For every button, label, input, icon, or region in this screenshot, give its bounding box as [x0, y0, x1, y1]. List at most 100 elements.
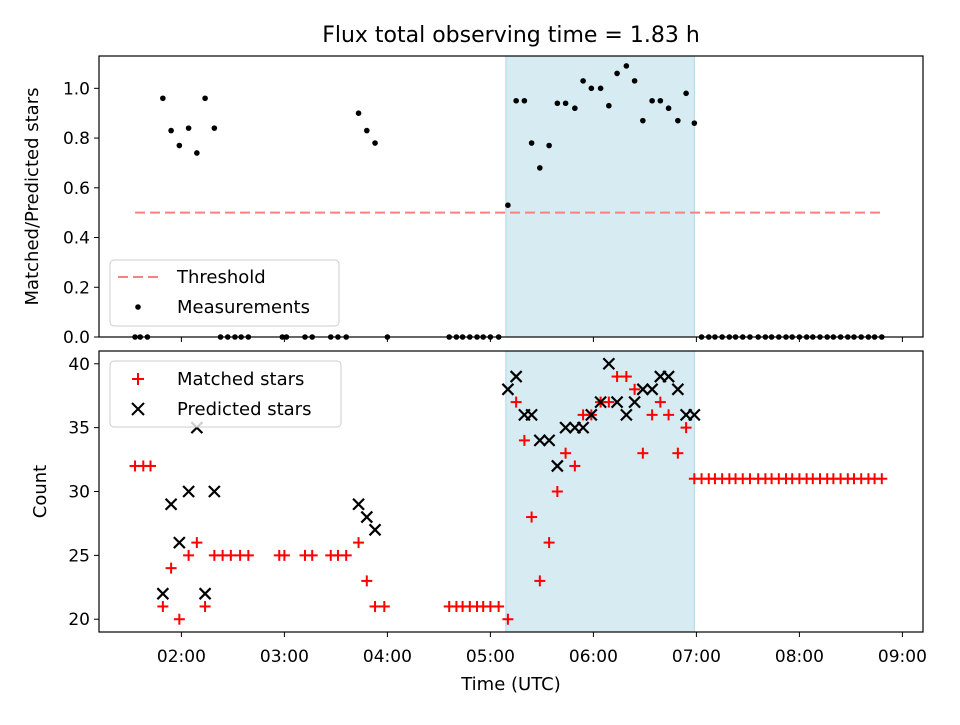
bottom-legend: Matched stars Predicted stars: [109, 360, 342, 428]
measurement-point: [554, 100, 561, 107]
predicted-point: [636, 383, 650, 396]
top-axes: 0.0 0.2 0.4 0.6 0.8 1.0 Matched/Predicted sta…: [22, 55, 924, 348]
predicted-point: [610, 395, 624, 409]
bottom-xtick-label: 08:00: [775, 647, 824, 667]
measurement-point: [640, 117, 646, 124]
measurement-point: [657, 97, 664, 104]
matched-point: [646, 409, 658, 421]
measurement-point: [623, 63, 630, 69]
top-legend-box: [109, 259, 340, 327]
measurement-point: [614, 70, 620, 77]
predicted-point: [198, 587, 212, 600]
bottom-xtick-label: 04:00: [363, 647, 412, 667]
measurement-point: [528, 140, 535, 146]
matched-point: [502, 613, 514, 625]
legend-predicted-swatch: [131, 402, 145, 416]
matched-point: [183, 549, 195, 561]
predicted-point: [620, 408, 633, 422]
measurement-point: [537, 165, 543, 171]
bottom-axes-frame: [98, 350, 924, 633]
matched-point: [518, 434, 530, 446]
measurement-point: [372, 140, 378, 146]
measurement-point: [683, 90, 689, 97]
bottom-xlabel: Time (UTC): [460, 674, 561, 695]
predicted-point: [671, 383, 685, 396]
top-ytick-label: 0.0: [63, 328, 90, 348]
bottom-ytick-label: 30: [68, 483, 90, 503]
measurement-point: [606, 102, 612, 109]
measurement-point: [631, 78, 638, 84]
measurement-point: [160, 95, 166, 102]
predicted-point: [559, 421, 572, 434]
bottom-xtick-label: 06:00: [569, 647, 618, 667]
predicted-point: [173, 536, 186, 549]
matched-point: [361, 575, 373, 587]
predicted-point: [208, 485, 221, 498]
matched-point: [663, 409, 675, 421]
measurement-point: [364, 127, 370, 134]
top-shaded-span: [505, 55, 695, 338]
top-ytick-label: 1.0: [63, 79, 90, 99]
measurement-point: [185, 125, 192, 131]
measurement-point: [546, 142, 552, 149]
measurement-point: [649, 97, 655, 104]
predicted-point: [576, 421, 590, 434]
matched-point: [543, 537, 555, 549]
matched-point: [603, 396, 615, 408]
top-ytick-label: 0.8: [63, 129, 90, 149]
predicted-point: [509, 370, 523, 383]
legend-threshold-label: Threshold: [176, 267, 266, 288]
matched-point: [620, 371, 632, 383]
chart-title: Flux total observing time = 1.83 h: [322, 23, 700, 48]
predicted-point: [501, 383, 515, 396]
legend-measurements-swatch: [135, 304, 141, 310]
matched-point: [629, 383, 641, 395]
matched-point: [340, 549, 352, 561]
predicted-point: [156, 587, 170, 600]
bottom-ylabel: Count: [30, 465, 51, 518]
matched-point: [551, 486, 563, 497]
matched-point: [306, 549, 318, 561]
matched-point: [534, 575, 546, 587]
top-ylabel: Matched/Predicted stars: [22, 88, 43, 306]
matched-point: [654, 396, 666, 408]
matched-point: [637, 447, 649, 459]
bottom-ytick-label: 40: [68, 355, 90, 375]
bottom-shaded-span: [505, 350, 695, 633]
matched-point: [165, 562, 177, 574]
matched-point: [569, 460, 581, 472]
bottom-legend-box: [109, 360, 342, 428]
legend-matched-label: Matched stars: [177, 369, 304, 390]
measurement-point: [588, 85, 595, 92]
bottom-xtick-label: 09:00: [878, 647, 927, 667]
predicted-point: [525, 408, 538, 422]
matched-point: [199, 600, 211, 612]
predicted-point: [542, 434, 556, 447]
legend-predicted-label: Predicted stars: [177, 399, 311, 420]
matched-point: [353, 537, 365, 549]
matched-point: [510, 396, 522, 408]
measurement-point: [513, 97, 519, 104]
predicted-point: [360, 510, 374, 524]
measurement-point: [194, 150, 200, 156]
top-legend: Threshold Measurements: [109, 259, 340, 327]
matched-point: [242, 549, 254, 561]
measurement-point: [176, 142, 183, 149]
matched-point: [526, 511, 538, 523]
bottom-axes: 20 25 30 35 40 02:00 03:00 04:00 05:00 06:00 07:00…: [30, 350, 927, 695]
top-ytick-label: 0.6: [63, 179, 90, 199]
measurement-point: [562, 100, 569, 107]
matched-point: [378, 600, 390, 612]
predicted-point: [352, 497, 365, 511]
matched-point: [278, 549, 290, 561]
top-axes-frame: [98, 55, 924, 338]
legend-measurements-label: Measurements: [177, 297, 310, 318]
matched-point: [173, 613, 185, 625]
predicted-point: [662, 370, 675, 383]
measurement-point: [202, 95, 208, 102]
measurement-point: [572, 105, 578, 112]
legend-matched-swatch: [132, 373, 144, 385]
bottom-xtick-label: 07:00: [672, 647, 721, 667]
bottom-ytick-label: 25: [68, 546, 90, 566]
bottom-ytick-label: 35: [68, 419, 90, 439]
